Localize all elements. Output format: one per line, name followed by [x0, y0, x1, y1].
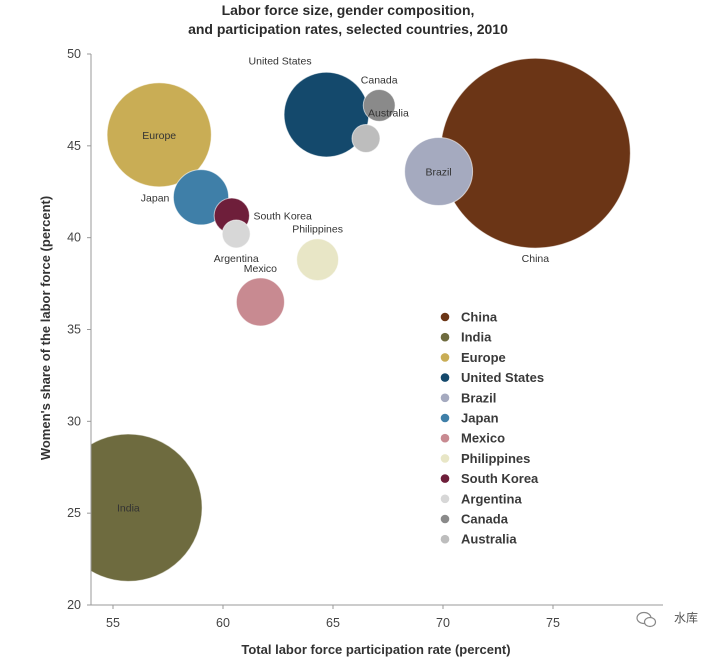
bubble-label-philippines: Philippines — [292, 224, 343, 236]
y-tick-label: 45 — [67, 139, 81, 153]
bubble-label-europe: Europe — [142, 130, 176, 142]
wechat-icon — [636, 611, 657, 628]
x-tick-label: 70 — [436, 616, 450, 630]
legend-marker-mexico — [440, 433, 450, 443]
bubble-europe — [106, 82, 212, 188]
bubble-label-south-korea: South Korea — [253, 211, 312, 223]
legend-marker-europe — [440, 353, 450, 362]
chart-title-line-1: Labor force size, gender composition, — [222, 2, 475, 18]
axes — [87, 53, 663, 609]
x-axis-title: Total labor force participation rate (pe… — [241, 642, 510, 657]
legend-label-argentina: Argentina — [461, 491, 522, 506]
tick-labels: 20 25 30 35 40 45 50 55 60 65 70 75 — [67, 47, 560, 630]
legend-marker-united-states — [440, 373, 450, 382]
y-tick-label: 40 — [67, 231, 81, 245]
bubble-china — [439, 57, 631, 249]
legend-marker-australia — [440, 534, 450, 544]
bubble-philippines — [296, 238, 340, 282]
bubble-layer — [91, 57, 631, 582]
bubble-label-australia: Australia — [368, 107, 409, 119]
y-tick-label: 35 — [67, 323, 81, 337]
bubble-label-canada: Canada — [361, 74, 398, 86]
x-tick-label: 55 — [106, 616, 120, 630]
legend-marker-china — [440, 312, 450, 322]
legend-label-south-korea: South Korea — [461, 471, 539, 486]
bubble-canada — [362, 88, 396, 122]
bubble-india — [91, 433, 203, 582]
watermark-text: 水库 — [674, 610, 698, 625]
legend-marker-argentina — [440, 494, 450, 504]
legend-label-united-states: United States — [461, 370, 544, 385]
bubble-brazil — [404, 137, 474, 207]
y-tick-label: 50 — [67, 47, 81, 61]
legend-label-philippines: Philippines — [461, 451, 530, 466]
bubble-label-argentina: Argentina — [214, 253, 259, 265]
chart-title-line-2: and participation rates, selected countr… — [188, 21, 508, 37]
legend-label-europe: Europe — [461, 350, 506, 365]
watermark: 水库 — [636, 610, 698, 628]
x-tick-label: 75 — [546, 616, 560, 630]
y-tick-label: 30 — [67, 414, 81, 428]
bubble-argentina — [221, 219, 251, 249]
legend-marker-south-korea — [440, 474, 450, 483]
legend-label-japan: Japan — [461, 411, 499, 426]
legend-label-australia: Australia — [461, 532, 517, 547]
bubble-label-layer: China India Europe United States Brazil Japan… — [117, 55, 549, 514]
legend-marker-brazil — [440, 393, 450, 403]
y-axis-title: Women's share of the labor force (percen… — [38, 196, 53, 460]
bubble-label-brazil: Brazil — [425, 167, 451, 179]
bubble-mexico — [235, 277, 285, 327]
bubble-label-china: China — [522, 253, 550, 265]
legend-marker-philippines — [440, 454, 450, 463]
x-tick-label: 60 — [216, 616, 230, 630]
bubble-label-mexico: Mexico — [244, 263, 277, 275]
legend-label-mexico: Mexico — [461, 431, 505, 446]
bubble-label-united-states: United States — [249, 55, 312, 67]
legend: China India Europe United States Brazil Japan… — [440, 310, 544, 547]
legend-marker-india — [440, 332, 450, 342]
bubble-australia — [351, 123, 381, 154]
legend-marker-japan — [440, 413, 450, 423]
legend-marker-canada — [440, 514, 450, 524]
y-tick-label: 20 — [67, 598, 81, 612]
bubble-label-japan: Japan — [141, 192, 170, 204]
legend-label-brazil: Brazil — [461, 390, 496, 405]
legend-label-china: China — [461, 310, 498, 325]
legend-label-canada: Canada — [461, 512, 509, 527]
y-tick-label: 25 — [67, 506, 81, 520]
bubble-label-india: India — [117, 503, 140, 515]
x-tick-label: 65 — [326, 616, 340, 630]
legend-label-india: India — [461, 330, 492, 345]
